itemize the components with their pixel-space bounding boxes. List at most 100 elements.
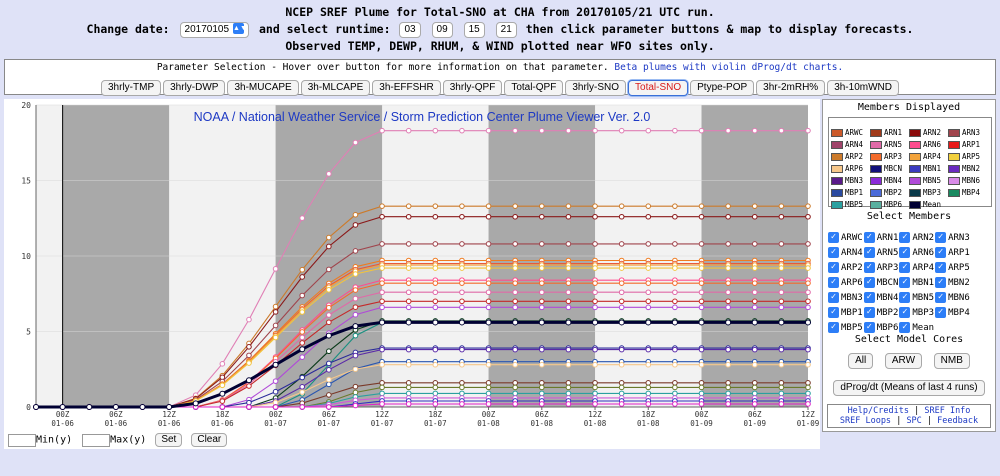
core-nmb-button[interactable]: NMB bbox=[933, 353, 970, 369]
core-arw-button[interactable]: ARW bbox=[884, 353, 923, 369]
member-series-point bbox=[246, 404, 252, 410]
member-checkbox-arn5[interactable]: ✓ ARN5 bbox=[863, 246, 898, 261]
member-checkbox-mbn6[interactable]: ✓ MBN6 bbox=[935, 291, 970, 306]
runtime-button-21[interactable]: 21 bbox=[495, 21, 517, 38]
check-icon[interactable]: ✓ bbox=[863, 322, 875, 333]
check-icon[interactable]: ✓ bbox=[863, 307, 875, 318]
param-button-total-sno[interactable]: Total-SNO bbox=[628, 80, 689, 96]
member-checkbox-arwc[interactable]: ✓ ARWC bbox=[828, 231, 863, 246]
param-button-3hrly-qpf[interactable]: 3hrly-QPF bbox=[442, 80, 503, 96]
member-checkbox-mbp3[interactable]: ✓ MBP3 bbox=[899, 306, 934, 321]
spc-link[interactable]: SPC bbox=[906, 416, 922, 426]
member-checkbox-arp2[interactable]: ✓ ARP2 bbox=[828, 261, 863, 276]
min-y-input[interactable] bbox=[8, 433, 36, 447]
max-y-input[interactable] bbox=[82, 433, 111, 447]
check-icon[interactable]: ✓ bbox=[935, 277, 947, 288]
member-checkbox-mbn5[interactable]: ✓ MBN5 bbox=[899, 291, 934, 306]
member-checkbox-arp3[interactable]: ✓ ARP3 bbox=[863, 261, 898, 276]
check-icon[interactable]: ✓ bbox=[935, 262, 947, 273]
check-icon[interactable]: ✓ bbox=[935, 307, 947, 318]
param-button-ptype-pop[interactable]: Ptype-POP bbox=[690, 80, 755, 96]
member-series-point bbox=[698, 289, 705, 296]
check-icon[interactable]: ✓ bbox=[935, 232, 947, 243]
member-checkbox-arp1[interactable]: ✓ ARP1 bbox=[935, 246, 970, 261]
member-series-point bbox=[299, 215, 306, 221]
member-checkbox-arn3[interactable]: ✓ ARN3 bbox=[935, 231, 970, 246]
core-all-button[interactable]: All bbox=[848, 353, 874, 369]
check-icon[interactable]: ✓ bbox=[899, 247, 911, 258]
param-button-total-qpf[interactable]: Total-QPF bbox=[504, 80, 564, 96]
member-checkbox-mbcn[interactable]: ✓ MBCN bbox=[863, 276, 898, 291]
member-checkbox-mbp6[interactable]: ✓ MBP6 bbox=[863, 321, 898, 336]
member-checkbox-arn1[interactable]: ✓ ARN1 bbox=[863, 231, 898, 246]
x-tick-date: 01-09 bbox=[797, 419, 820, 428]
check-icon[interactable]: ✓ bbox=[828, 277, 839, 288]
member-checkbox-mbn2[interactable]: ✓ MBN2 bbox=[935, 276, 970, 291]
check-icon[interactable]: ✓ bbox=[899, 292, 911, 303]
beta-plumes-link[interactable]: Beta plumes with violin dProg/dt charts. bbox=[614, 62, 844, 73]
member-checkbox-arp5[interactable]: ✓ ARP5 bbox=[935, 261, 970, 276]
set-button[interactable]: Set bbox=[155, 433, 183, 447]
param-button-3h-effshr[interactable]: 3h-EFFSHR bbox=[372, 80, 441, 96]
check-icon[interactable]: ✓ bbox=[863, 247, 875, 258]
check-icon[interactable]: ✓ bbox=[899, 307, 911, 318]
check-icon[interactable]: ✓ bbox=[899, 277, 911, 288]
member-checkbox-mbp5[interactable]: ✓ MBP5 bbox=[828, 321, 863, 336]
param-button-3hrly-sno[interactable]: 3hrly-SNO bbox=[565, 80, 627, 96]
check-icon[interactable]: ✓ bbox=[828, 292, 839, 303]
sref-loops-link[interactable]: SREF Loops bbox=[839, 416, 892, 426]
runtime-button-03[interactable]: 03 bbox=[399, 21, 421, 38]
member-series-point bbox=[538, 289, 545, 296]
member-checkbox-mbp2[interactable]: ✓ MBP2 bbox=[863, 306, 898, 321]
runtime-button-15[interactable]: 15 bbox=[463, 21, 485, 38]
member-checkbox-mbn3[interactable]: ✓ MBN3 bbox=[828, 291, 863, 306]
member-legend-item: ARP4 bbox=[909, 151, 948, 163]
clear-button[interactable]: Clear bbox=[191, 433, 228, 447]
param-button-3h-mucape[interactable]: 3h-MUCAPE bbox=[227, 80, 299, 96]
param-button-3hrly-tmp[interactable]: 3hrly-TMP bbox=[101, 80, 162, 96]
check-icon[interactable]: ✓ bbox=[935, 292, 947, 303]
member-checkbox-arp6[interactable]: ✓ ARP6 bbox=[828, 276, 863, 291]
check-icon[interactable]: ✓ bbox=[935, 247, 947, 258]
member-checkbox-mean[interactable]: ✓ Mean bbox=[899, 321, 934, 336]
member-series-point bbox=[778, 265, 785, 271]
check-icon[interactable]: ✓ bbox=[828, 322, 839, 333]
runtime-button-09[interactable]: 09 bbox=[431, 21, 453, 38]
check-icon[interactable]: ✓ bbox=[863, 232, 875, 243]
sref-info-link[interactable]: SREF Info bbox=[924, 406, 971, 416]
dprog-dt-button[interactable]: dProg/dt (Means of last 4 runs) bbox=[833, 380, 985, 396]
member-series-point bbox=[459, 280, 465, 286]
param-button-3hr-2mrh-[interactable]: 3hr-2mRH% bbox=[756, 80, 826, 96]
check-icon[interactable]: ✓ bbox=[828, 247, 839, 258]
help-credits-link[interactable]: Help/Credits bbox=[847, 406, 909, 416]
date-select[interactable]: 20170105 ▲▼ bbox=[179, 21, 250, 38]
member-series-point bbox=[778, 203, 785, 209]
member-checkbox-arn2[interactable]: ✓ ARN2 bbox=[899, 231, 934, 246]
check-icon[interactable]: ✓ bbox=[828, 262, 839, 273]
member-checkbox-mbn4[interactable]: ✓ MBN4 bbox=[863, 291, 898, 306]
mean-series-point bbox=[805, 319, 811, 326]
check-icon[interactable]: ✓ bbox=[899, 232, 911, 243]
feedback-link[interactable]: Feedback bbox=[937, 416, 979, 426]
member-series-point bbox=[538, 380, 545, 386]
param-button-3hrly-dwp[interactable]: 3hrly-DWP bbox=[163, 80, 226, 96]
param-button-3h-mlcape[interactable]: 3h-MLCAPE bbox=[300, 80, 371, 96]
member-checkbox-mbp1[interactable]: ✓ MBP1 bbox=[828, 306, 863, 321]
check-icon[interactable]: ✓ bbox=[828, 307, 839, 318]
param-button-3h-10mwnd[interactable]: 3h-10mWND bbox=[827, 80, 899, 96]
member-checkbox-arp4[interactable]: ✓ ARP4 bbox=[899, 261, 934, 276]
member-series-point bbox=[512, 280, 518, 286]
check-icon[interactable]: ✓ bbox=[863, 262, 875, 273]
check-icon[interactable]: ✓ bbox=[863, 277, 875, 288]
check-icon[interactable]: ✓ bbox=[863, 292, 875, 303]
member-color-swatch bbox=[870, 177, 882, 185]
member-checkbox-mbp4[interactable]: ✓ MBP4 bbox=[935, 306, 970, 321]
check-icon[interactable]: ✓ bbox=[828, 232, 839, 243]
check-icon[interactable]: ✓ bbox=[899, 262, 911, 273]
member-checkbox-arn4[interactable]: ✓ ARN4 bbox=[828, 246, 863, 261]
x-tick-date: 01-08 bbox=[584, 419, 607, 428]
check-icon[interactable]: ✓ bbox=[899, 322, 911, 333]
member-checkbox-arn6[interactable]: ✓ ARN6 bbox=[899, 246, 934, 261]
member-checkbox-mbn1[interactable]: ✓ MBN1 bbox=[899, 276, 934, 291]
member-series-point bbox=[326, 319, 332, 326]
